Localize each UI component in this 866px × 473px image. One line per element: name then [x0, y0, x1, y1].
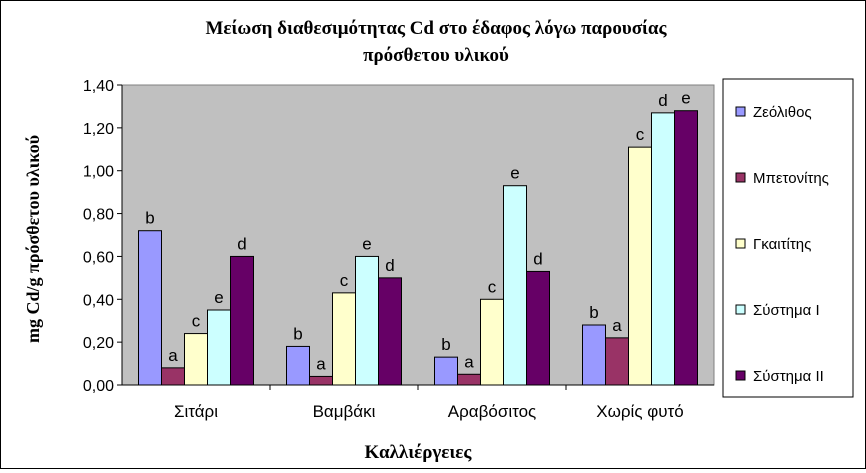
bar [184, 333, 208, 386]
bar-data-label: c [192, 312, 201, 331]
bar [651, 112, 675, 386]
bar [605, 337, 629, 386]
y-tick-label: 1,00 [83, 164, 114, 181]
y-tick-label: 0,80 [83, 207, 114, 224]
bar [207, 309, 231, 386]
x-axis-ticks: Σιτάρι Βαμβάκι Αραβόσιτος Χωρίς φυτό [174, 385, 684, 421]
legend-swatch [735, 106, 746, 117]
bar [138, 230, 162, 386]
bar [161, 367, 185, 386]
legend-box [722, 78, 854, 398]
bar-data-label: e [362, 234, 371, 253]
chart-title-line-1: Μείωση διαθεσιμότητας Cd στο έδαφος λόγω… [205, 18, 667, 39]
bar-data-label: e [214, 288, 223, 307]
x-tick-label: Σιτάρι [174, 402, 218, 421]
bar-data-label: b [441, 335, 450, 354]
bar [582, 324, 606, 386]
bar [230, 255, 254, 386]
y-axis-ticks: 0,00 0,20 0,40 0,60 0,80 1,00 1,20 1,40 [83, 78, 714, 395]
bar-data-label: b [145, 209, 154, 228]
bar-data-label: d [237, 234, 246, 253]
bar-data-label: b [293, 324, 302, 343]
y-tick-label: 1,40 [83, 78, 114, 95]
legend-swatch [735, 238, 746, 249]
x-tick-label: Βαμβάκι [313, 402, 376, 421]
bar-data-label: d [658, 91, 667, 110]
bar-data-label: d [385, 256, 394, 275]
bars [138, 110, 698, 386]
legend-swatch [735, 172, 746, 183]
bar [434, 356, 458, 386]
bar [355, 255, 379, 386]
legend-entry: Σύστημα ΙΙ [753, 368, 824, 385]
bar [526, 270, 550, 386]
bar-data-label: d [533, 249, 542, 268]
bar-data-label: a [168, 346, 178, 365]
bar-data-label: e [510, 164, 519, 183]
bar [674, 110, 698, 386]
legend: Ζεόλιθος Μπετονίτης Γκαιτίτης Σύστημα Ι Σύστ… [735, 104, 829, 385]
bar [457, 373, 481, 386]
bar-data-label: c [488, 277, 497, 296]
chart-title-line-2: πρόσθετου υλικού [363, 45, 509, 66]
bar-data-label: a [612, 316, 622, 335]
legend-entry: Ζεόλιθος [753, 104, 812, 121]
bar [480, 298, 504, 386]
bar [503, 185, 527, 386]
bar [628, 146, 652, 386]
bar-data-label: c [636, 125, 645, 144]
y-tick-label: 0,40 [83, 292, 114, 309]
bar [332, 292, 356, 386]
legend-entry: Μπετονίτης [753, 170, 829, 187]
bar-data-label: c [340, 271, 349, 290]
y-tick-label: 0,20 [83, 335, 114, 352]
bar [378, 277, 402, 386]
bar [309, 375, 333, 386]
bar-data-label: b [589, 303, 598, 322]
bar-data-label: a [316, 354, 326, 373]
bar [286, 345, 310, 386]
legend-swatch [735, 304, 746, 315]
legend-swatch [735, 370, 746, 381]
x-axis-label: Καλλιέργειες [365, 442, 473, 463]
bar-data-label: e [681, 89, 690, 108]
x-tick-label: Αραβόσιτος [448, 402, 536, 421]
legend-entry: Γκαιτίτης [753, 236, 811, 253]
x-tick-label: Χωρίς φυτό [596, 402, 683, 421]
y-axis-label: mg Cd/g πρόσθετου υλικού [23, 135, 43, 343]
legend-entry: Σύστημα Ι [753, 302, 820, 319]
y-tick-label: 1,20 [83, 121, 114, 138]
y-tick-label: 0,60 [83, 249, 114, 266]
bar-data-label: a [464, 352, 474, 371]
y-tick-label: 0,00 [83, 378, 114, 395]
